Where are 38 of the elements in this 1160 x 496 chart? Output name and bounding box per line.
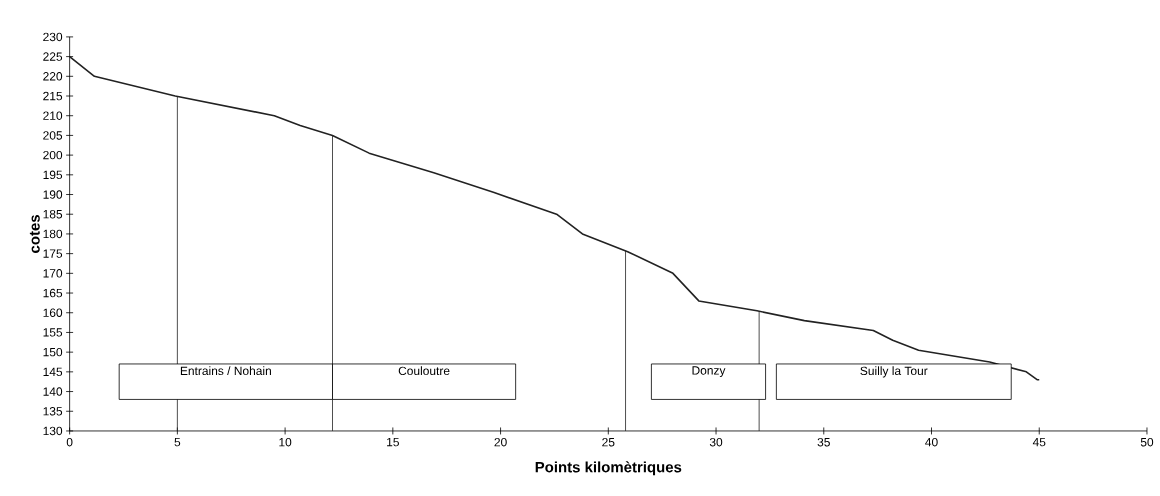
y-tick-label: 160 bbox=[43, 308, 63, 318]
band-label: Couloutre bbox=[398, 366, 450, 376]
y-tick-label: 175 bbox=[43, 249, 63, 258]
y-tick-label: 150 bbox=[43, 348, 63, 357]
x-axis-title: Points kilomètriques bbox=[535, 461, 682, 476]
x-tick-label: 50 bbox=[1140, 438, 1154, 447]
y-tick-label: 155 bbox=[43, 328, 63, 337]
x-tick-label: 0 bbox=[66, 438, 73, 447]
x-tick-label: 40 bbox=[925, 438, 938, 447]
y-tick-label: 195 bbox=[43, 170, 63, 180]
x-tick-label: 10 bbox=[279, 438, 292, 447]
band-label: Donzy bbox=[692, 366, 726, 378]
y-tick-label: 145 bbox=[43, 367, 63, 377]
y-tick-label: 170 bbox=[43, 269, 63, 278]
band-label: Entrains / Nohain bbox=[180, 366, 271, 376]
y-tick-label: 165 bbox=[43, 288, 63, 298]
x-tick-label: 15 bbox=[387, 438, 399, 447]
y-tick-label: 230 bbox=[43, 32, 63, 42]
y-tick-label: 185 bbox=[43, 210, 63, 219]
y-tick-label: 205 bbox=[43, 131, 63, 140]
x-tick-label: 35 bbox=[817, 438, 830, 447]
x-tick-label: 5 bbox=[174, 438, 181, 447]
y-tick-label: 180 bbox=[43, 229, 63, 239]
y-tick-label: 225 bbox=[43, 52, 63, 61]
y-tick-label: 220 bbox=[43, 72, 63, 81]
y-tick-label: 135 bbox=[43, 407, 63, 416]
y-tick-label: 200 bbox=[43, 150, 63, 160]
band-label: Suilly la Tour bbox=[860, 366, 928, 378]
x-tick-label: 25 bbox=[602, 438, 615, 447]
y-tick-label: 210 bbox=[43, 111, 63, 121]
x-tick-label: 20 bbox=[494, 438, 507, 447]
x-tick-label: 30 bbox=[709, 438, 723, 447]
y-tick-label: 215 bbox=[43, 91, 63, 101]
x-tick-label: 45 bbox=[1032, 438, 1046, 447]
y-axis-title: cotes bbox=[29, 215, 40, 253]
y-tick-label: 130 bbox=[43, 426, 63, 436]
y-tick-label: 140 bbox=[43, 387, 63, 396]
y-tick-label: 190 bbox=[43, 190, 63, 199]
